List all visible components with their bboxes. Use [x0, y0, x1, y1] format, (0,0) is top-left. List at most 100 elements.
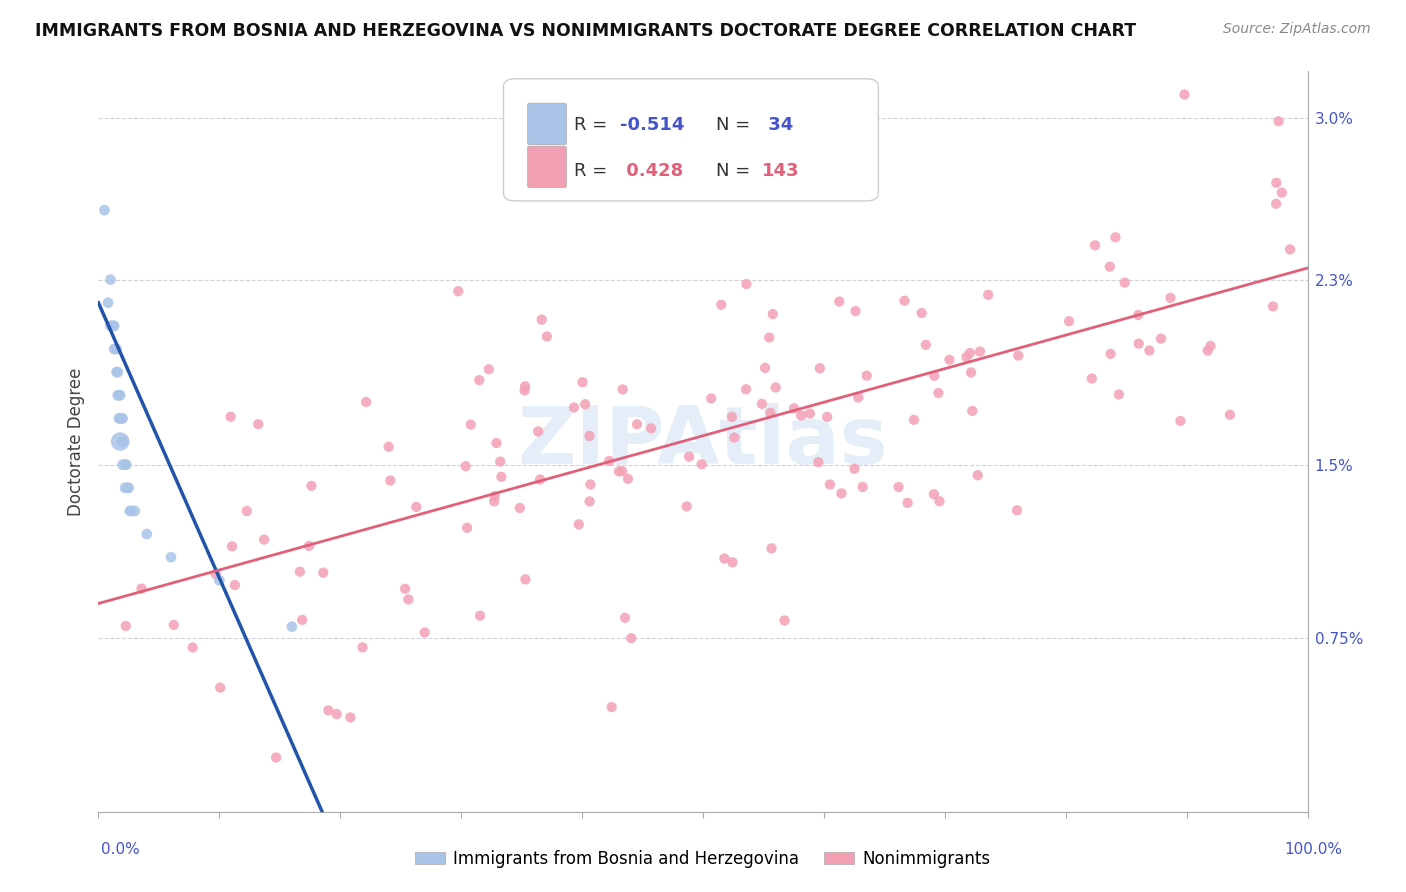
Point — [114, 458, 136, 472]
Point — [617, 472, 640, 486]
Point — [301, 479, 323, 493]
Point — [700, 392, 723, 406]
Point — [713, 551, 735, 566]
Point — [1128, 308, 1150, 322]
Point — [118, 481, 141, 495]
FancyBboxPatch shape — [527, 103, 567, 145]
Point — [456, 521, 478, 535]
Point — [818, 477, 841, 491]
FancyBboxPatch shape — [527, 146, 567, 187]
Point — [219, 409, 242, 424]
Point — [354, 395, 377, 409]
Point — [568, 517, 591, 532]
Point — [247, 417, 270, 431]
Point — [1261, 299, 1284, 313]
Point — [111, 458, 134, 472]
Text: R =: R = — [574, 162, 613, 180]
Point — [1139, 343, 1161, 358]
Text: N =: N = — [716, 117, 756, 135]
Point — [1173, 87, 1195, 102]
Point — [721, 555, 744, 569]
Point — [903, 413, 925, 427]
Point — [288, 565, 311, 579]
Point — [131, 582, 153, 596]
Point — [959, 346, 981, 360]
Point — [253, 533, 276, 547]
Point — [678, 450, 700, 464]
Point — [135, 527, 157, 541]
Point — [1108, 387, 1130, 401]
Point — [710, 298, 733, 312]
Point — [1197, 343, 1219, 358]
Point — [291, 613, 314, 627]
Point — [117, 481, 139, 495]
Text: -0.514: -0.514 — [620, 117, 683, 135]
Point — [897, 496, 920, 510]
Point — [960, 366, 983, 380]
Point — [221, 539, 243, 553]
Point — [754, 360, 776, 375]
Point — [1150, 332, 1173, 346]
Point — [405, 500, 427, 514]
Point — [380, 474, 402, 488]
Point — [1267, 114, 1289, 128]
Point — [160, 550, 183, 565]
Point — [927, 386, 949, 401]
Point — [735, 382, 758, 396]
Point — [108, 388, 131, 402]
Point — [377, 440, 399, 454]
Point — [163, 618, 186, 632]
Point — [735, 277, 758, 291]
Point — [124, 504, 146, 518]
Point — [1104, 230, 1126, 244]
Point — [352, 640, 374, 655]
Point — [690, 458, 713, 472]
Point — [928, 494, 950, 508]
Point — [1279, 243, 1302, 257]
Text: 143: 143 — [762, 162, 800, 180]
Point — [893, 293, 915, 308]
Point — [579, 477, 602, 491]
Point — [574, 397, 596, 411]
Point — [578, 494, 600, 508]
Point — [607, 464, 630, 478]
Point — [489, 454, 512, 468]
Point — [675, 500, 697, 514]
Point — [1159, 291, 1181, 305]
Point — [807, 455, 830, 469]
Point — [103, 318, 125, 333]
Point — [110, 434, 132, 449]
Point — [447, 284, 470, 298]
Point — [491, 470, 513, 484]
Point — [484, 489, 506, 503]
Point — [977, 288, 1000, 302]
Point — [181, 640, 204, 655]
Point — [97, 295, 120, 310]
Point — [610, 464, 633, 478]
Point — [236, 504, 259, 518]
Point — [110, 411, 132, 425]
Point — [1271, 186, 1294, 200]
Point — [104, 342, 127, 356]
Point — [312, 566, 335, 580]
Point — [105, 342, 128, 356]
Point — [966, 468, 988, 483]
Point — [765, 380, 787, 394]
Point — [844, 304, 866, 318]
Point — [120, 504, 142, 518]
Point — [969, 344, 991, 359]
Point — [1084, 238, 1107, 252]
Point — [264, 750, 287, 764]
Y-axis label: Doctorate Degree: Doctorate Degree — [66, 368, 84, 516]
Point — [93, 203, 115, 218]
Point — [1081, 371, 1104, 385]
Point — [578, 429, 600, 443]
Point — [846, 391, 869, 405]
Point — [962, 404, 984, 418]
Point — [115, 458, 138, 472]
Point — [600, 700, 623, 714]
Point — [529, 473, 551, 487]
Point — [394, 582, 416, 596]
Point — [852, 480, 875, 494]
Point — [103, 342, 125, 356]
